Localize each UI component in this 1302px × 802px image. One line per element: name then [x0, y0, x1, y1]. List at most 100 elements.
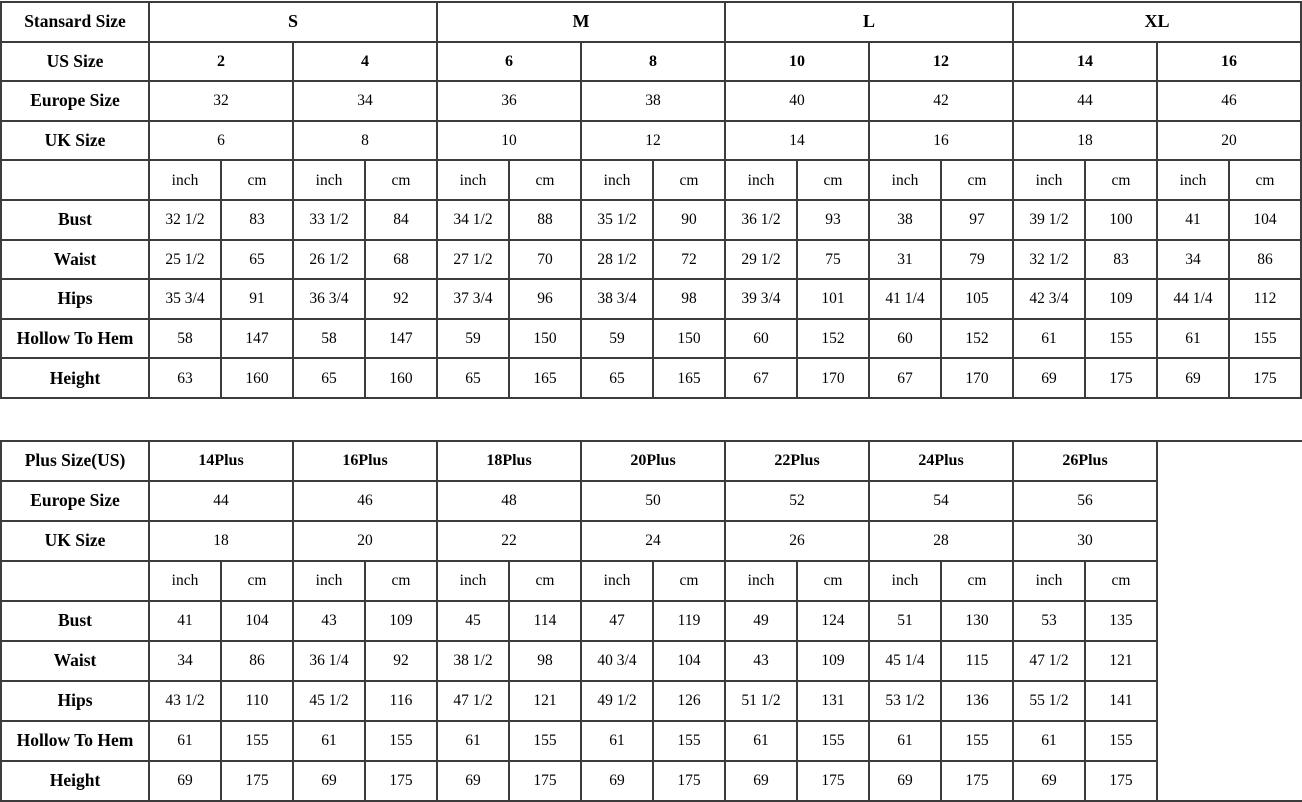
measurement-value: 110 [220, 680, 294, 722]
measurement-value: 60 [724, 317, 798, 360]
measurement-row-label: Waist [0, 640, 150, 682]
measurement-value: 155 [1228, 317, 1302, 360]
measurement-value: 36 3/4 [292, 278, 366, 320]
measurement-value: 147 [220, 317, 294, 360]
units-corner-cell [0, 560, 150, 602]
us-size-value: 16 [1156, 40, 1302, 83]
measurement-value: 98 [652, 278, 726, 320]
measurement-value: 90 [652, 198, 726, 241]
measurement-value: 65 [292, 357, 366, 399]
us-size-value: 14 [1012, 40, 1158, 83]
size-group-header: S [148, 1, 438, 43]
europe-size-value: 56 [1012, 480, 1158, 522]
measurement-value: 61 [724, 720, 798, 762]
measurement-value: 43 [724, 640, 798, 682]
measurement-value: 33 1/2 [292, 198, 366, 241]
measurement-value: 51 [868, 600, 942, 642]
measurement-value: 32 1/2 [1012, 238, 1086, 281]
unit-header: inch [1012, 560, 1086, 602]
empty-cell [1156, 440, 1302, 802]
measurement-value: 93 [796, 198, 870, 241]
unit-header: inch [292, 560, 366, 602]
measurement-row-label: Hips [0, 278, 150, 320]
unit-header: inch [1012, 159, 1086, 201]
measurement-value: 55 1/2 [1012, 680, 1086, 722]
measurement-value: 26 1/2 [292, 238, 366, 281]
measurement-value: 49 [724, 600, 798, 642]
measurement-value: 152 [796, 317, 870, 360]
unit-header: cm [652, 560, 726, 602]
measurement-value: 35 1/2 [580, 198, 654, 241]
europe-size-value: 54 [868, 480, 1014, 522]
measurement-value: 44 1/4 [1156, 278, 1230, 320]
us-size-value: 8 [580, 40, 726, 83]
measurement-value: 70 [508, 238, 582, 281]
measurement-value: 109 [364, 600, 438, 642]
measurement-value: 69 [580, 760, 654, 802]
measurement-value: 29 1/2 [724, 238, 798, 281]
measurement-value: 75 [796, 238, 870, 281]
europe-size-value: 38 [580, 80, 726, 122]
measurement-value: 100 [1084, 198, 1158, 241]
measurement-value: 69 [436, 760, 510, 802]
unit-header: inch [436, 560, 510, 602]
measurement-value: 131 [796, 680, 870, 722]
measurement-value: 104 [1228, 198, 1302, 241]
measurement-row-label: Height [0, 357, 150, 399]
unit-header: inch [148, 560, 222, 602]
measurement-value: 38 1/2 [436, 640, 510, 682]
measurement-value: 152 [940, 317, 1014, 360]
us-size-label: US Size [0, 40, 150, 83]
uk-size-value: 8 [292, 119, 438, 162]
measurement-value: 69 [292, 760, 366, 802]
measurement-value: 58 [148, 317, 222, 360]
measurement-value: 43 [292, 600, 366, 642]
uk-size-value: 10 [436, 119, 582, 162]
europe-size-value: 46 [1156, 80, 1302, 122]
measurement-value: 91 [220, 278, 294, 320]
europe-size-value: 42 [868, 80, 1014, 122]
measurement-value: 83 [1084, 238, 1158, 281]
unit-header: cm [940, 560, 1014, 602]
measurement-value: 25 1/2 [148, 238, 222, 281]
europe-size-value: 50 [580, 480, 726, 522]
measurement-value: 155 [940, 720, 1014, 762]
measurement-value: 175 [220, 760, 294, 802]
measurement-value: 96 [508, 278, 582, 320]
measurement-value: 175 [1084, 760, 1158, 802]
measurement-value: 69 [724, 760, 798, 802]
us-size-value: 12 [868, 40, 1014, 83]
measurement-value: 165 [508, 357, 582, 399]
measurement-value: 88 [508, 198, 582, 241]
measurement-value: 170 [796, 357, 870, 399]
measurement-value: 34 [1156, 238, 1230, 281]
measurement-value: 45 [436, 600, 510, 642]
unit-header: cm [364, 560, 438, 602]
unit-header: inch [436, 159, 510, 201]
unit-header: cm [508, 560, 582, 602]
us-size-value: 6 [436, 40, 582, 83]
measurement-value: 68 [364, 238, 438, 281]
europe-size-label: Europe Size [0, 80, 150, 122]
measurement-value: 65 [436, 357, 510, 399]
measurement-value: 69 [1012, 357, 1086, 399]
measurement-value: 39 3/4 [724, 278, 798, 320]
measurement-value: 160 [220, 357, 294, 399]
unit-header: cm [220, 159, 294, 201]
measurement-value: 32 1/2 [148, 198, 222, 241]
measurement-value: 83 [220, 198, 294, 241]
plus-size-group-header: 16Plus [292, 440, 438, 482]
measurement-value: 175 [364, 760, 438, 802]
measurement-value: 155 [508, 720, 582, 762]
us-size-value: 2 [148, 40, 294, 83]
measurement-row-label: Height [0, 760, 150, 802]
unit-header: inch [580, 159, 654, 201]
measurement-value: 124 [796, 600, 870, 642]
measurement-value: 58 [292, 317, 366, 360]
measurement-value: 130 [940, 600, 1014, 642]
measurement-value: 170 [940, 357, 1014, 399]
measurement-value: 109 [1084, 278, 1158, 320]
standard-size-label: Stansard Size [0, 1, 150, 43]
measurement-value: 84 [364, 198, 438, 241]
